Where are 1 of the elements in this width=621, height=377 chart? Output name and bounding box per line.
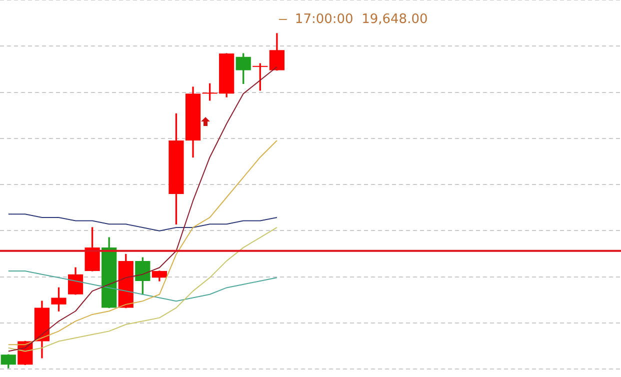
text: 17:00:00 19,648.00: [294, 12, 428, 27]
